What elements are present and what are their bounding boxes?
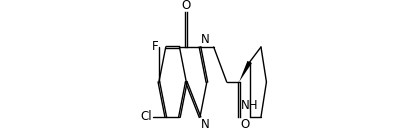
Text: O: O [182, 0, 191, 12]
Text: NH: NH [241, 99, 258, 112]
Text: N: N [201, 118, 210, 131]
Text: F: F [152, 41, 158, 54]
Text: N: N [201, 33, 210, 46]
Polygon shape [239, 61, 252, 82]
Text: Cl: Cl [140, 111, 152, 123]
Text: O: O [240, 118, 250, 131]
